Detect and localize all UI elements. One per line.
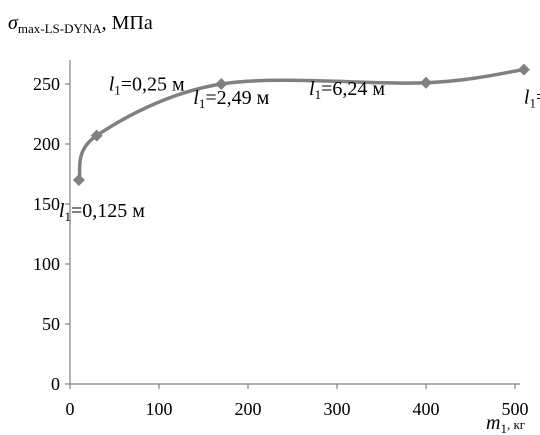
y-axis-symbol: σ [8, 12, 19, 34]
annotation-value: =0,25 м [121, 74, 185, 96]
y-axis-title: σmax-LS-DYNA, МПа [8, 12, 153, 36]
annotation-subscript: 1 [529, 96, 536, 111]
annotation-subscript: 1 [315, 87, 322, 102]
data-point-marker [72, 174, 85, 186]
data-point-marker [420, 76, 432, 89]
annotation-subscript: 1 [199, 96, 206, 111]
x-axis-title: m1, кг [486, 412, 525, 435]
x-ticks: 0 100 200 300 400 500 [66, 384, 529, 419]
annotation-value: =2,49 м [205, 87, 269, 109]
annotation-subscript: 1 [64, 209, 71, 224]
x-tick-label: 100 [146, 399, 173, 419]
annotation-var: l [59, 200, 65, 222]
x-axis-unit: , кг [507, 417, 525, 432]
annotation-var: l [193, 87, 199, 109]
annotation-var: l [109, 74, 115, 96]
x-tick-label: 400 [413, 399, 440, 419]
y-tick-label: 150 [33, 194, 60, 214]
x-tick-label: 200 [235, 399, 262, 419]
y-tick-label: 50 [42, 314, 60, 334]
point-annotation: l1=0,125 м [59, 200, 145, 224]
data-point-marker [517, 63, 530, 76]
y-axis-subscript: max-LS-DYNA [18, 21, 102, 36]
annotation-value: =6,24 м [321, 78, 385, 100]
point-annotation: l1=8,0 м [524, 87, 540, 111]
point-annotation: l1=2,49 м [193, 87, 269, 111]
y-tick-label: 0 [51, 374, 60, 394]
point-annotation: l1=0,25 м [109, 74, 185, 98]
data-markers [72, 63, 530, 186]
point-annotation: l1=6,24 м [309, 78, 385, 102]
annotation-subscript: 1 [114, 83, 121, 98]
annotation-var: l [309, 78, 315, 100]
data-point-marker [90, 129, 103, 142]
y-ticks: 0 50 100 150 200 250 [33, 74, 70, 394]
x-axis-subscript: 1 [500, 421, 507, 435]
annotation-value: =0,125 м [71, 200, 145, 222]
y-tick-label: 100 [33, 254, 60, 274]
annotation-var: l [524, 87, 530, 109]
y-axis-unit: , МПа [102, 12, 153, 34]
x-tick-label: 300 [324, 399, 351, 419]
data-annotations: l1=0,125 мl1=0,25 мl1=2,49 мl1=6,24 мl1=… [59, 74, 540, 224]
x-tick-label: 500 [502, 399, 529, 419]
y-tick-label: 200 [33, 134, 60, 154]
annotation-value: =8,0 м [536, 87, 540, 109]
x-axis-symbol: m [486, 412, 500, 434]
data-point-marker [215, 78, 228, 90]
y-tick-label: 250 [33, 74, 60, 94]
x-tick-label: 0 [66, 399, 75, 419]
